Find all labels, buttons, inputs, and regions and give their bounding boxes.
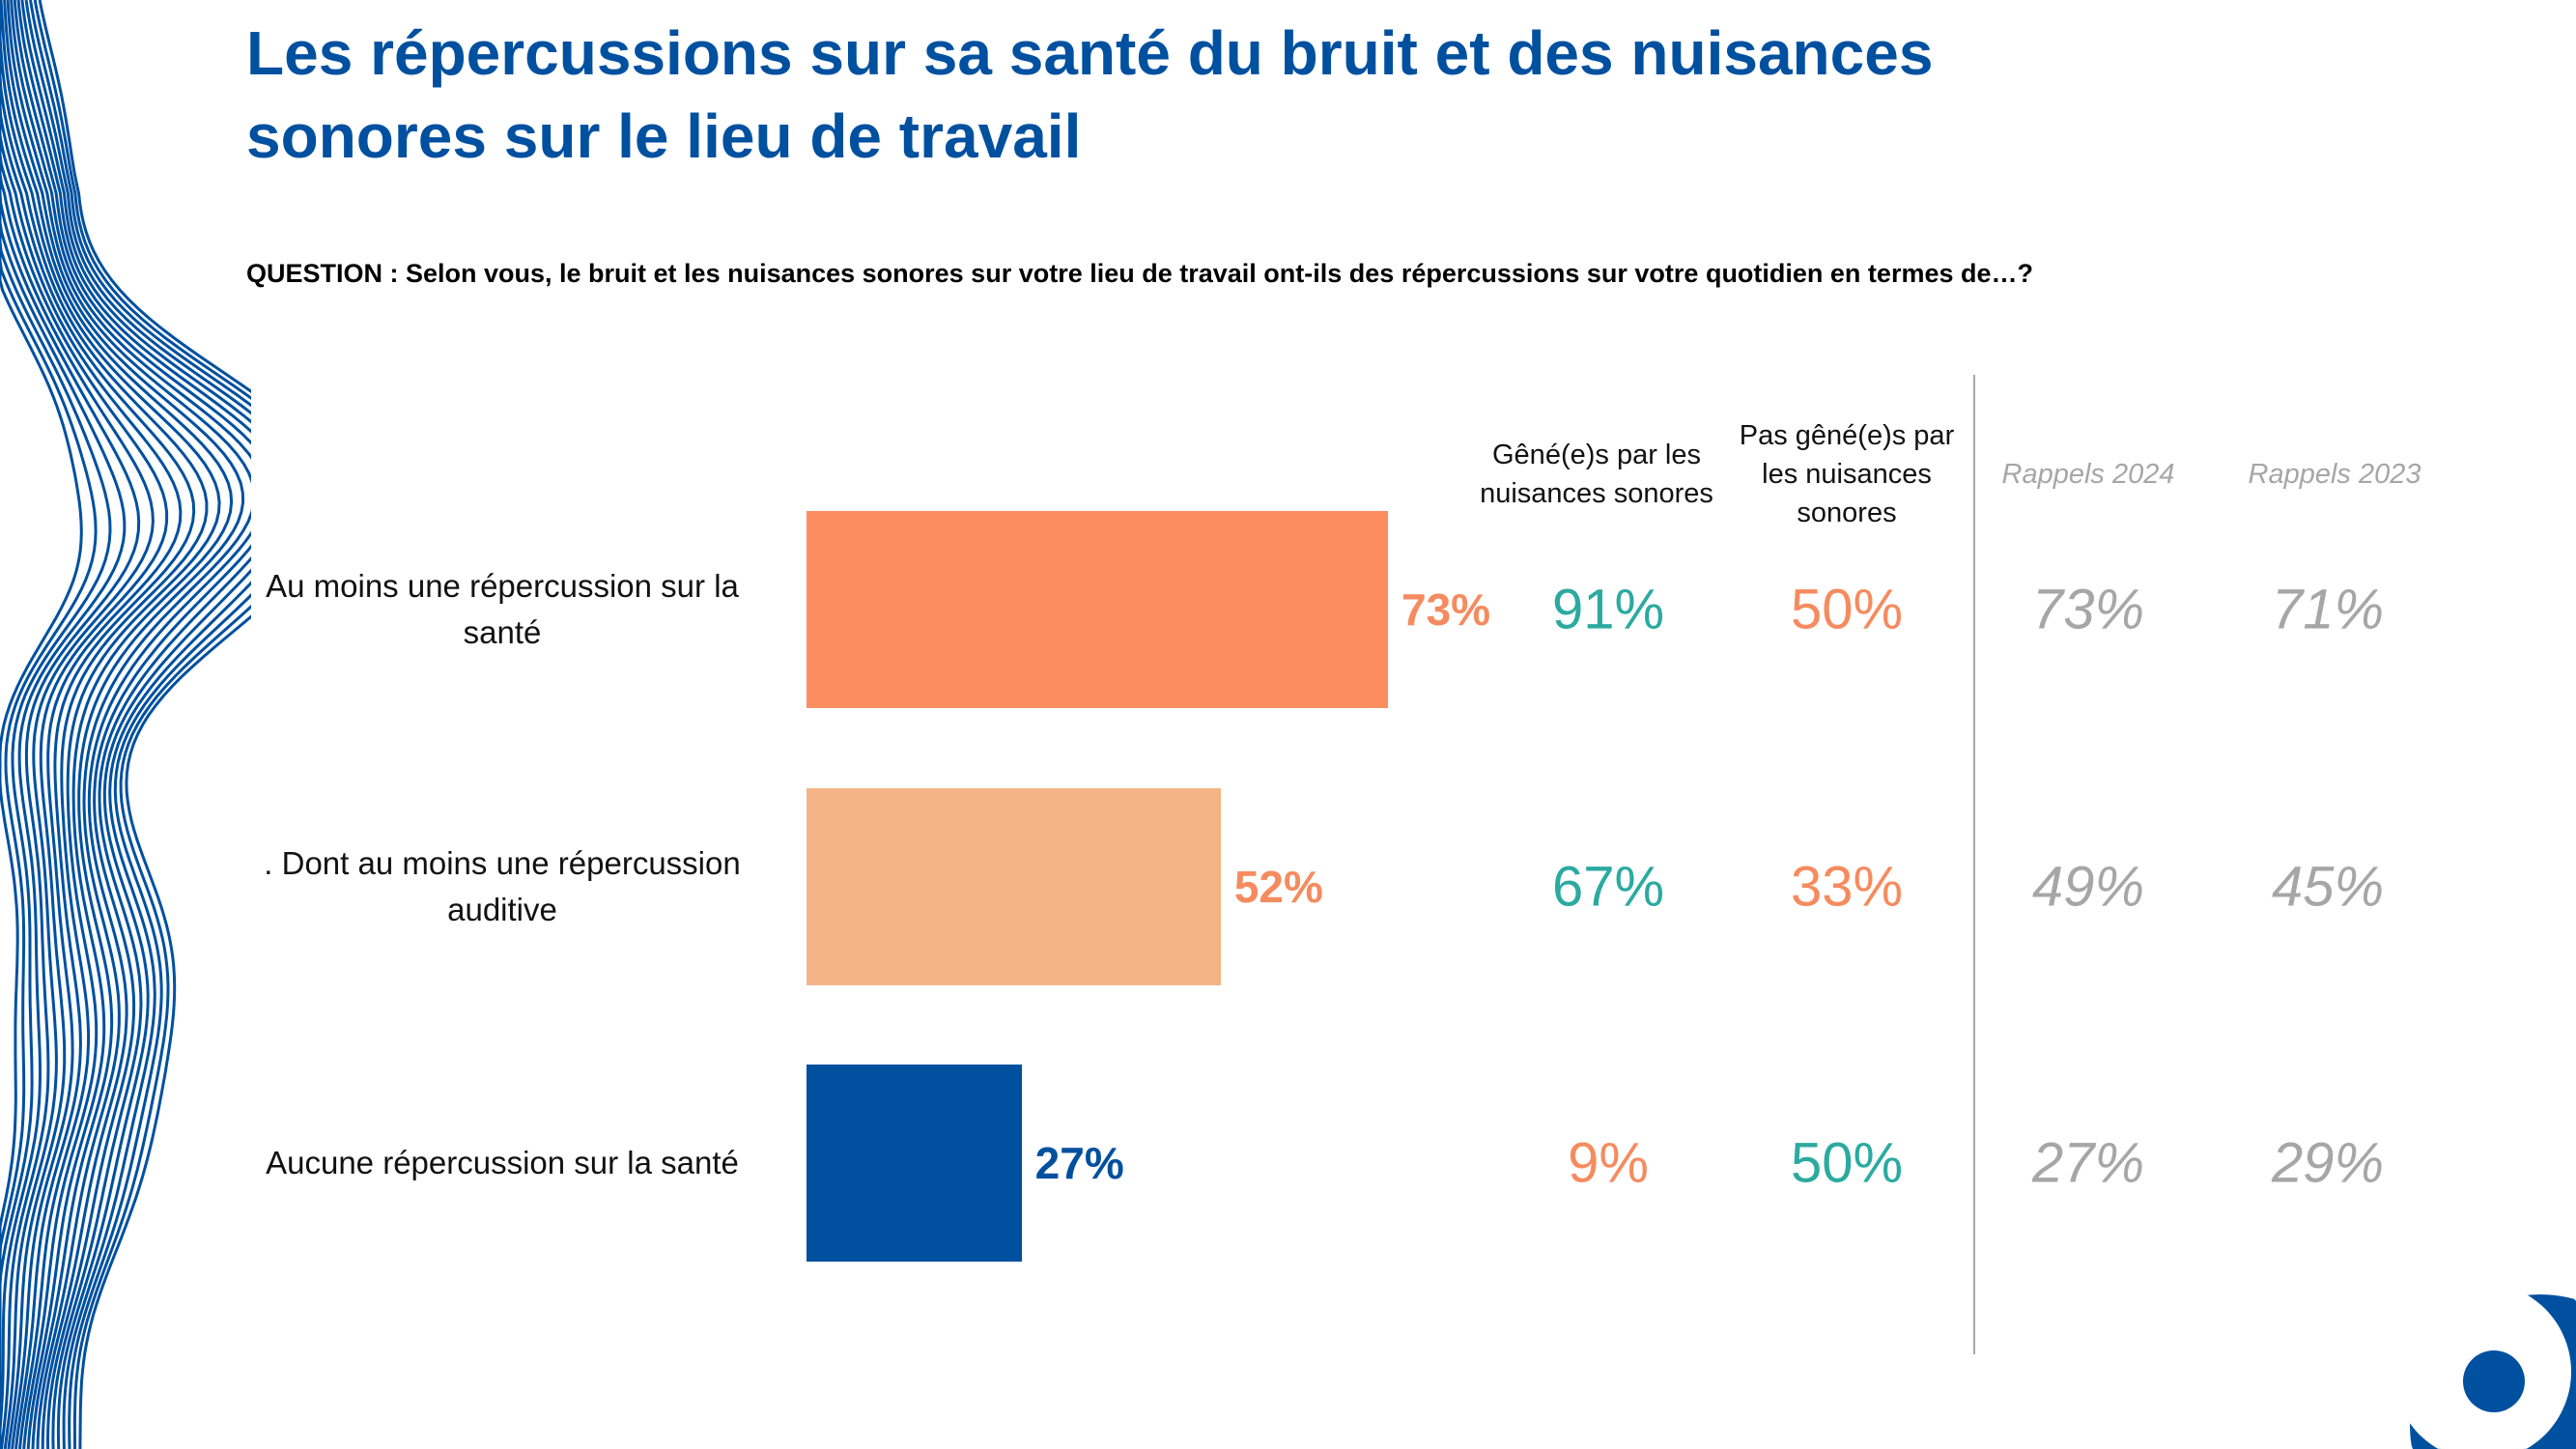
table-cell: 9% xyxy=(1568,1131,1649,1195)
table-cell: 27% xyxy=(2031,1131,2145,1195)
wave-line xyxy=(0,0,141,1449)
wave-line xyxy=(0,0,98,1449)
table-cell: 67% xyxy=(1551,855,1665,919)
wave-line xyxy=(6,0,251,1449)
wave-line xyxy=(0,0,155,1449)
category-label: Au moins une répercussion sur la santé xyxy=(266,568,739,650)
wave-line xyxy=(33,0,251,1449)
wave-line xyxy=(0,0,83,1449)
category-label: Aucune répercussion sur la santé xyxy=(266,1145,739,1180)
bar-value-label: 52% xyxy=(1233,862,1323,912)
wave-line xyxy=(13,0,251,1449)
column-header-pas-genes: Pas gêné(e)s par les nuisances sonores xyxy=(1739,420,1955,528)
table-cell: 29% xyxy=(2271,1131,2385,1195)
bar-value-label: 27% xyxy=(1034,1138,1124,1188)
table-cell: 91% xyxy=(1551,578,1665,641)
decorative-wave-lines xyxy=(0,0,251,1449)
bar xyxy=(807,788,1221,985)
logo-circle-icon xyxy=(2393,1283,2576,1449)
wave-line xyxy=(0,0,112,1449)
table-cell: 73% xyxy=(2031,578,2145,641)
wave-line xyxy=(0,0,209,1449)
wave-line xyxy=(29,0,251,1449)
wave-line xyxy=(0,0,196,1449)
wave-line xyxy=(24,0,251,1449)
wave-line xyxy=(16,0,251,1449)
bar-value-label: 73% xyxy=(1401,584,1491,635)
wave-line xyxy=(0,0,127,1449)
survey-question: QUESTION : Selon vous, le bruit et les n… xyxy=(246,259,2033,288)
table-cell: 50% xyxy=(1790,1131,1904,1195)
table-cell: 45% xyxy=(2271,855,2385,919)
wave-line xyxy=(0,0,221,1449)
wave-line xyxy=(20,0,251,1449)
table-cell: 33% xyxy=(1790,855,1904,919)
column-header-genes: Gêné(e)s par les nuisances sonores xyxy=(1480,440,1713,509)
column-divider xyxy=(1973,375,1975,1354)
wave-line xyxy=(38,0,251,1449)
wave-line xyxy=(0,0,234,1449)
table-cell: 71% xyxy=(2271,578,2385,641)
page-title: Les répercussions sur sa santé du bruit … xyxy=(246,18,1934,171)
column-header-rappels-2023: Rappels 2023 xyxy=(2248,459,2421,490)
table-cell: 49% xyxy=(2031,855,2145,919)
bar xyxy=(807,1065,1022,1262)
column-header-rappels-2024: Rappels 2024 xyxy=(2001,459,2175,490)
table-cell: 50% xyxy=(1790,578,1904,641)
category-label: . Dont au moins une répercussion auditiv… xyxy=(264,845,741,927)
wave-line xyxy=(3,0,245,1449)
wave-line xyxy=(10,0,251,1449)
bar xyxy=(807,511,1388,708)
wave-line xyxy=(0,0,169,1449)
wave-line xyxy=(0,0,183,1449)
